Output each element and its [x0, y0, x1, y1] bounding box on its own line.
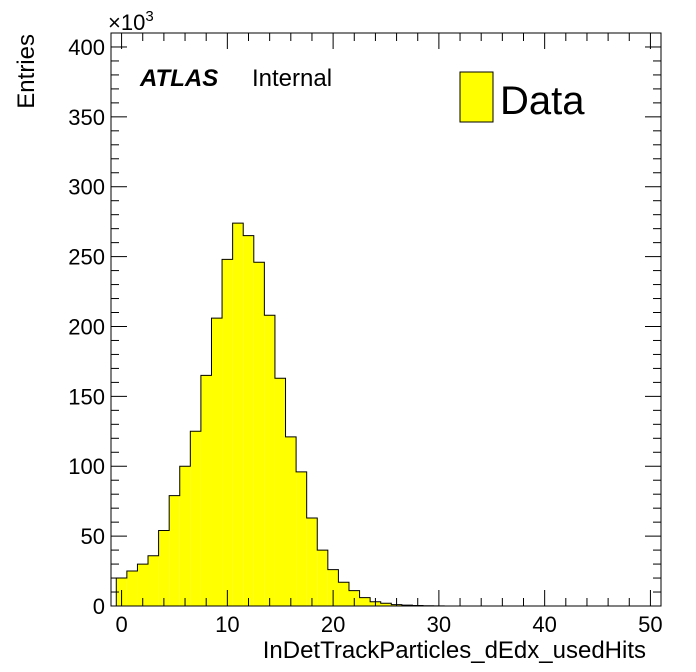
- histogram-bar: [338, 582, 349, 606]
- axis-ticks: [111, 32, 661, 607]
- legend-swatch: [459, 71, 494, 123]
- histogram-bar: [158, 530, 170, 606]
- histogram-bar: [306, 517, 318, 606]
- histogram-bar: [169, 495, 180, 606]
- y-axis-title: Entries: [13, 34, 40, 109]
- histogram-bar: [200, 375, 212, 606]
- plot-frame: [110, 32, 662, 607]
- histogram-bar: [126, 571, 138, 606]
- y-tick-label: 400: [68, 35, 105, 60]
- x-tick-label: 20: [321, 612, 345, 637]
- histogram-bar: [148, 555, 159, 606]
- y-tick-label: 50: [81, 524, 105, 549]
- histogram-bar: [243, 235, 254, 606]
- histogram-bar: [190, 431, 201, 606]
- x-tick-label: 40: [532, 612, 556, 637]
- histogram-bar: [317, 550, 328, 606]
- internal-label: Internal: [252, 65, 332, 92]
- x-tick-label: 10: [215, 612, 239, 637]
- histogram-bar: [296, 471, 307, 606]
- histogram-bar: [137, 564, 149, 606]
- x-tick-label: 0: [115, 612, 127, 637]
- x-tick-label: 50: [638, 612, 662, 637]
- x-axis-title: InDetTrackParticles_dEdx_usedHits: [263, 637, 646, 664]
- histogram-bar: [359, 597, 371, 606]
- histogram-bar: [232, 223, 244, 606]
- atlas-label: ATLAS: [139, 65, 218, 92]
- y-tick-label: 250: [68, 245, 105, 270]
- y-tick-label: 150: [68, 384, 105, 409]
- y-tick-label: 350: [68, 105, 105, 130]
- y-tick-label: 0: [93, 594, 105, 619]
- histogram-bar: [179, 466, 191, 606]
- axis-tick-labels: 0 10 20 30 40 50 0 50 100 150 200 250 300 350 400: [68, 35, 662, 637]
- histogram-bar: [274, 378, 286, 606]
- y-multiplier-label: ×103: [108, 8, 154, 35]
- histogram-bars: [115, 222, 656, 607]
- y-tick-label: 200: [68, 314, 105, 339]
- legend: Data: [459, 71, 585, 123]
- histogram-bar: [222, 259, 233, 606]
- histogram-bar: [253, 262, 265, 606]
- histogram-bar: [285, 436, 297, 606]
- y-tick-label: 300: [68, 175, 105, 200]
- x-tick-label: 30: [427, 612, 451, 637]
- histogram-bar: [264, 315, 275, 606]
- legend-entry-data: Data: [500, 79, 585, 123]
- y-tick-label: 100: [68, 454, 105, 479]
- histogram-bar: [380, 603, 392, 606]
- histogram-bar: [327, 569, 339, 606]
- histogram-bar: [211, 318, 223, 606]
